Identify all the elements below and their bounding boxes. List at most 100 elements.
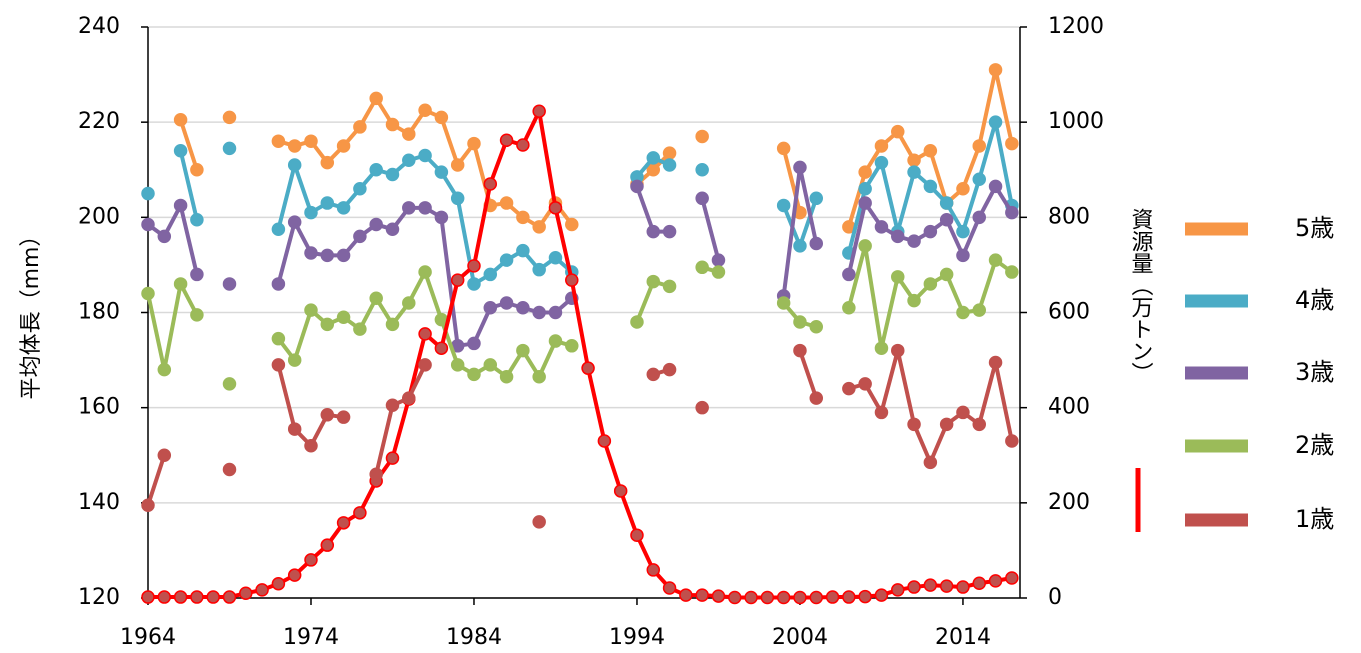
point	[516, 210, 530, 225]
point	[891, 343, 905, 358]
point	[271, 277, 286, 291]
point	[646, 563, 661, 577]
point	[173, 113, 188, 127]
point	[1005, 571, 1019, 585]
point	[336, 201, 351, 215]
point	[956, 248, 970, 263]
point	[776, 590, 791, 605]
point	[972, 210, 987, 225]
point	[402, 391, 416, 405]
point	[467, 259, 481, 273]
point	[385, 398, 400, 413]
point	[613, 484, 628, 498]
point	[874, 139, 889, 153]
point	[222, 377, 237, 391]
point	[1005, 434, 1019, 448]
point	[271, 134, 286, 148]
point	[239, 586, 253, 600]
point	[320, 317, 335, 332]
point	[499, 369, 514, 384]
point	[369, 163, 383, 177]
line	[276, 364, 344, 448]
point	[793, 590, 807, 605]
point	[483, 300, 498, 315]
point	[173, 143, 188, 158]
point	[222, 462, 237, 477]
point	[939, 196, 954, 210]
point	[793, 160, 807, 175]
line	[635, 185, 670, 234]
point	[402, 153, 416, 167]
point	[695, 191, 709, 206]
point	[874, 220, 889, 234]
x-tick-label: 1994	[609, 625, 665, 650]
point	[287, 139, 302, 153]
point	[956, 224, 970, 239]
point	[923, 277, 938, 291]
point	[711, 253, 726, 267]
point	[483, 267, 498, 282]
point	[499, 253, 514, 267]
point	[369, 291, 383, 305]
point	[956, 405, 970, 420]
point	[548, 251, 563, 265]
point	[532, 104, 546, 118]
point	[809, 191, 824, 206]
point	[287, 215, 302, 229]
point	[565, 217, 579, 232]
legend-label: 3歳	[1295, 358, 1334, 386]
point	[450, 158, 465, 172]
point	[662, 581, 677, 595]
point	[1005, 205, 1019, 220]
point	[874, 341, 889, 355]
point	[418, 201, 432, 215]
point	[662, 224, 677, 239]
point	[842, 381, 856, 396]
point	[793, 239, 807, 253]
y-axis-label: 平均体長（mm）	[19, 225, 44, 400]
point	[173, 277, 188, 291]
point	[874, 588, 889, 602]
point	[923, 143, 938, 158]
point	[988, 115, 1003, 129]
point	[956, 305, 970, 320]
point	[809, 320, 824, 334]
point	[907, 417, 921, 432]
point	[173, 590, 188, 604]
point	[336, 310, 351, 325]
point	[842, 300, 856, 315]
point	[662, 146, 677, 160]
point	[662, 362, 677, 377]
line	[798, 349, 819, 399]
point	[939, 579, 954, 593]
point	[271, 331, 286, 346]
point	[499, 133, 514, 147]
point	[988, 63, 1003, 77]
point	[939, 212, 954, 227]
point	[874, 405, 889, 420]
point	[532, 305, 546, 320]
point	[907, 153, 921, 167]
point	[141, 590, 155, 604]
point	[271, 358, 286, 372]
legend-label: 2歳	[1295, 431, 1334, 459]
point	[662, 158, 677, 172]
point	[565, 339, 579, 353]
point	[418, 103, 432, 118]
x-tick-label: 2014	[935, 625, 991, 650]
point	[304, 246, 318, 260]
line	[146, 203, 199, 275]
point	[695, 260, 709, 275]
point	[304, 205, 318, 220]
line	[700, 197, 721, 261]
point	[907, 234, 921, 248]
point	[630, 179, 644, 194]
point	[662, 279, 677, 294]
point	[385, 317, 400, 332]
point	[858, 589, 872, 604]
point	[190, 308, 204, 322]
point	[418, 265, 432, 279]
point	[157, 590, 172, 604]
point	[858, 377, 872, 391]
